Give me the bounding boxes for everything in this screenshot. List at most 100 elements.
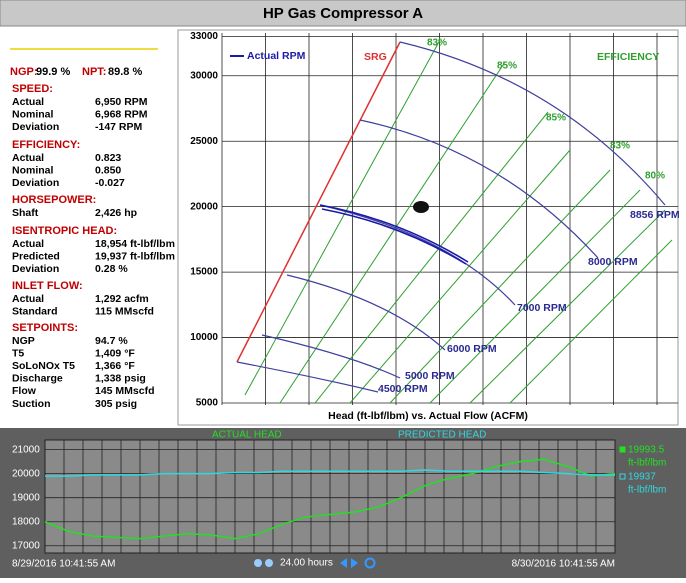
efficiency-label: 85% (546, 113, 566, 124)
efficiency-line (314, 111, 549, 404)
title: HP Gas Compressor A (263, 5, 423, 22)
row-value: 1,409 °F (95, 347, 135, 359)
row-label: Actual (12, 152, 44, 164)
rpm-curve (399, 41, 666, 206)
series-line (45, 469, 616, 477)
operating-point (413, 201, 429, 213)
series-title: PREDICTED HEAD (398, 430, 486, 441)
y-tick-label: 33000 (190, 31, 218, 42)
rpm-curve (286, 274, 446, 351)
rpm-curve (236, 361, 379, 393)
row-label: Actual (12, 293, 44, 305)
y-tick-label: 15000 (190, 267, 218, 278)
efficiency-line (509, 239, 673, 404)
scroll-left[interactable] (340, 558, 347, 568)
row-label: Nominal (12, 108, 54, 120)
row-value: -0.027 (95, 177, 125, 189)
row-label: Discharge (12, 373, 63, 385)
zoom-out[interactable] (265, 559, 273, 567)
row-label: Suction (12, 398, 51, 410)
refresh[interactable] (364, 557, 376, 569)
row-value: 1,366 °F (95, 360, 135, 372)
row-value: 0.850 (95, 164, 121, 176)
row-value: 305 psig (95, 398, 137, 410)
row-label: NGP (12, 335, 35, 347)
rpm-label: 7000 RPM (517, 302, 567, 314)
efficiency-label: 80% (645, 171, 665, 182)
actual-rpm-line (319, 204, 469, 265)
row-label: Standard (12, 305, 58, 317)
section-title: SPEED: (12, 83, 53, 95)
scroll-right[interactable] (351, 558, 358, 568)
row-label: T5 (12, 347, 24, 359)
row-value: 115 MMscfd (95, 305, 154, 317)
zoom-in[interactable] (254, 559, 262, 567)
rpm-curve (261, 334, 401, 379)
current-value: 19937 (628, 472, 656, 483)
y-tick-label: 30000 (190, 70, 218, 81)
status-value: 99.9 % (36, 66, 70, 78)
map-frame (177, 29, 679, 426)
current-value: 19993.5 (628, 445, 665, 456)
y-tick-label: 19000 (12, 492, 40, 503)
row-label: Nominal (12, 164, 54, 176)
efficiency-line (244, 39, 441, 396)
row-label: Deviation (12, 177, 59, 189)
row-value: 1,338 psig (95, 373, 146, 385)
efficiency-line (279, 61, 506, 404)
time-end: 8/30/2016 10:41:55 AM (512, 559, 615, 570)
row-value: 6,968 RPM (95, 108, 148, 120)
title-bar (0, 0, 686, 27)
efficiency-label: 85% (497, 61, 517, 72)
x-axis-label: Head (ft-lbf/lbm) vs. Actual Flow (ACFM) (328, 410, 528, 422)
series-title: ACTUAL HEAD (212, 430, 282, 441)
rpm-label: 4500 RPM (378, 383, 428, 395)
row-label: Actual (12, 238, 44, 250)
legend-marker (619, 446, 626, 453)
section-title: ISENTROPIC HEAD: (12, 225, 117, 237)
rpm-label: 8856 RPM (630, 209, 680, 221)
row-label: Flow (12, 385, 37, 397)
row-value: 18,954 ft-lbf/lbm (95, 238, 175, 250)
section-title: HORSEPOWER: (12, 194, 96, 206)
row-value: 145 MMscfd (95, 385, 155, 397)
y-tick-label: 17000 (12, 540, 40, 551)
section-title: EFFICIENCY: (12, 139, 80, 151)
surge-line (236, 41, 401, 363)
y-tick-label: 25000 (190, 136, 218, 147)
row-value: 0.28 % (95, 263, 128, 275)
rpm-curve (319, 204, 516, 306)
unit: ft-lbf/lbm (628, 458, 666, 469)
rpm-label: 8000 RPM (588, 256, 638, 268)
rpm-label: 6000 RPM (447, 343, 497, 355)
y-tick-label: 5000 (196, 398, 219, 409)
unit: ft-lbf/lbm (628, 485, 666, 496)
section-title: INLET FLOW: (12, 280, 83, 292)
efficiency-line (389, 169, 611, 404)
y-tick-label: 21000 (12, 444, 40, 455)
time-start: 8/29/2016 10:41:55 AM (12, 559, 115, 570)
row-label: Predicted (12, 250, 60, 262)
row-value: 6,950 RPM (95, 96, 148, 108)
status-label: NGP: (10, 66, 38, 78)
time-span: 24.00 hours (280, 558, 333, 569)
row-value: 94.7 % (95, 335, 128, 347)
status-label: NPT: (82, 66, 106, 78)
y-tick-label: 20000 (190, 201, 218, 212)
row-label: Deviation (12, 263, 59, 275)
row-value: 1,292 acfm (95, 293, 149, 305)
row-value: 2,426 hp (95, 207, 137, 219)
efficiency-title: EFFICIENCY (597, 51, 659, 63)
efficiency-line (349, 149, 571, 404)
rpm-label: 5000 RPM (405, 370, 455, 382)
y-tick-label: 10000 (190, 332, 218, 343)
rpm-curve (359, 119, 599, 259)
efficiency-label: 83% (610, 141, 630, 152)
row-label: Actual (12, 96, 44, 108)
y-tick-label: 18000 (12, 516, 40, 527)
efficiency-line (469, 209, 666, 404)
legend-marker (619, 473, 626, 480)
y-tick-label: 20000 (12, 468, 40, 479)
